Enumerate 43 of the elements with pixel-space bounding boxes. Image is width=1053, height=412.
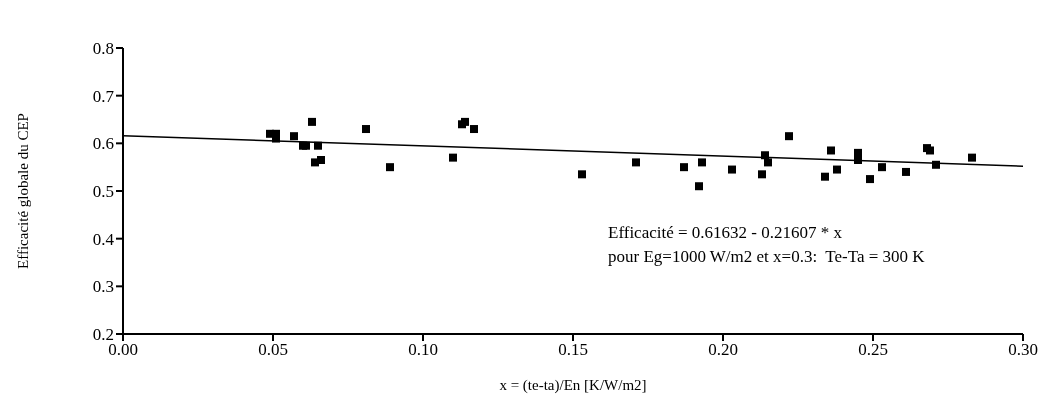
point	[308, 117, 316, 126]
point	[833, 165, 841, 174]
x-tick-label: 0.25	[858, 340, 888, 360]
point	[866, 175, 874, 184]
point	[695, 182, 703, 191]
y-tick-label: 0.6	[92, 134, 114, 154]
point	[362, 125, 370, 134]
point	[449, 153, 457, 162]
point	[632, 158, 640, 167]
point	[758, 170, 766, 179]
x-tick-label: 0.15	[558, 340, 588, 360]
y-tick-label: 0.7	[92, 86, 115, 106]
point	[968, 153, 976, 162]
point	[854, 156, 862, 165]
y-axis-title: Efficacité globale du CEP	[15, 113, 32, 269]
point	[290, 132, 298, 141]
point	[821, 172, 829, 181]
x-tick-label: 0.30	[1008, 340, 1038, 360]
x-tick-label: 0.20	[708, 340, 738, 360]
y-tick-label: 0.4	[92, 229, 115, 249]
point	[698, 158, 706, 167]
point	[680, 163, 688, 172]
y-tick-label: 0.5	[92, 182, 114, 202]
point	[728, 165, 736, 174]
point	[386, 163, 394, 172]
x-tick-label: 0.10	[408, 340, 438, 360]
point	[785, 132, 793, 141]
point	[878, 163, 886, 172]
point	[827, 146, 835, 155]
point	[902, 167, 910, 176]
point	[317, 156, 325, 165]
x-tick-label: 0.05	[258, 340, 288, 360]
annotation: pour Eg=1000 W/m2 et x=0.3: Te-Ta = 300 K	[608, 246, 925, 268]
y-tick-label: 0.3	[92, 277, 114, 297]
x-axis-title: x = (te-ta)/En [K/W/m2]	[499, 377, 647, 394]
point	[761, 151, 769, 160]
point	[764, 158, 772, 167]
point	[578, 170, 586, 179]
point	[932, 160, 940, 169]
y-tick-label: 0.8	[92, 39, 114, 59]
annotation: Efficacité = 0.61632 - 0.21607 * x	[608, 222, 843, 244]
point	[470, 125, 478, 134]
point	[314, 141, 322, 150]
